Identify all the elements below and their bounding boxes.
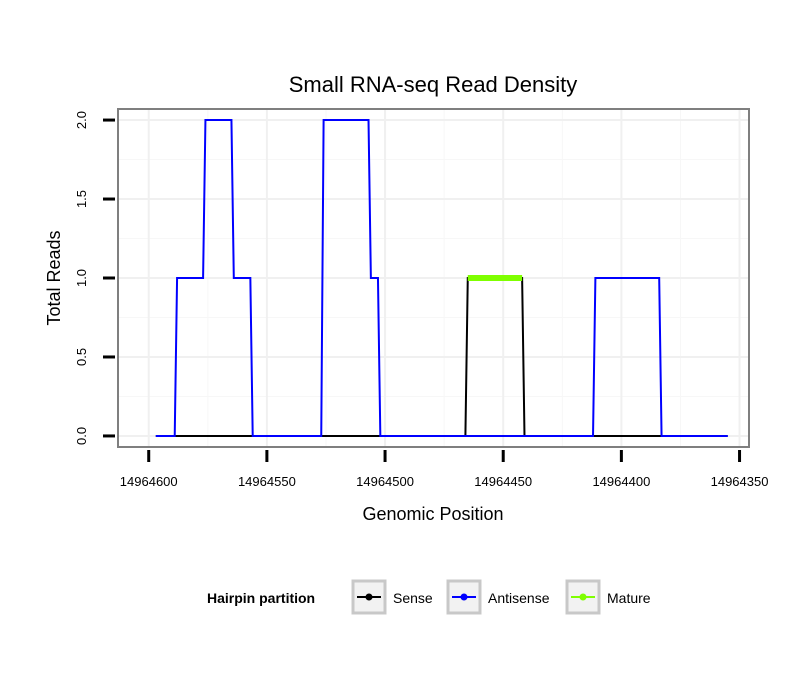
y-tick-label: 0.0 [74,427,89,445]
y-tick-label: 0.5 [74,348,89,366]
y-axis: 0.0 0.5 1.0 1.5 2.0 [74,111,115,445]
x-tick-label: 14964550 [238,474,296,489]
series-antisense-line [155,119,728,437]
legend-item-mature: Mature [565,579,651,615]
y-tick-label: 1.5 [74,190,89,208]
legend: Hairpin partition Sense Antisense Mature [207,579,651,615]
gridlines [118,109,749,447]
x-tick-label: 14964350 [711,474,769,489]
x-tick-label: 14964450 [474,474,532,489]
legend-label-sense: Sense [393,590,433,606]
legend-point-antisense [460,593,468,601]
legend-item-sense: Sense [351,579,433,615]
y-axis-title: Total Reads [44,230,64,325]
legend-point-sense [365,593,373,601]
legend-label-mature: Mature [607,590,651,606]
x-tick-label: 14964500 [356,474,414,489]
x-tick-label: 14964400 [592,474,650,489]
legend-label-antisense: Antisense [488,590,550,606]
chart-title: Small RNA-seq Read Density [289,72,578,97]
y-tick-label: 1.0 [74,269,89,287]
legend-title: Hairpin partition [207,590,315,606]
series-layer [155,119,728,437]
legend-point-mature [579,593,587,601]
y-tick-label: 2.0 [74,111,89,129]
legend-item-antisense: Antisense [446,579,550,615]
x-tick-label: 14964600 [120,474,178,489]
x-axis: 14964600 14964550 14964500 14964450 14964400… [120,450,769,489]
plot-border [117,108,750,448]
x-axis-title: Genomic Position [362,504,503,524]
